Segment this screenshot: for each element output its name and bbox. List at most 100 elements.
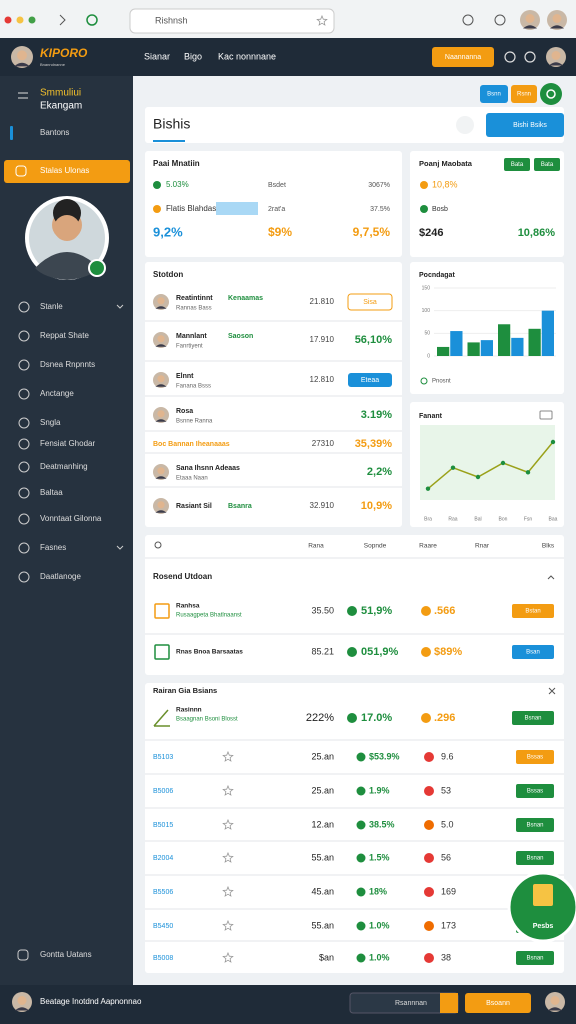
tool-button-text[interactable]: Bsnn [487, 92, 501, 98]
row-mid: Bsdet [268, 182, 286, 189]
row-id[interactable]: B5008 [153, 955, 173, 962]
row-id[interactable]: B2004 [153, 855, 173, 862]
sidebar-active[interactable] [4, 160, 130, 183]
row-amount: 173 [441, 920, 456, 930]
action-button[interactable] [516, 951, 554, 965]
menu-icon [18, 571, 30, 583]
footer-search-text[interactable]: Rsannnan [395, 1000, 427, 1007]
row-id[interactable]: B5450 [153, 923, 173, 930]
row-id[interactable]: B5103 [153, 754, 173, 761]
menu-item[interactable]: Anctange [40, 389, 74, 398]
nav-link[interactable]: Sianar [144, 51, 170, 61]
star-icon[interactable] [222, 851, 234, 863]
sidebar-link[interactable]: Bantons [40, 128, 69, 137]
action-button[interactable] [516, 784, 554, 798]
column-header[interactable]: Rnar [475, 543, 490, 550]
address-bar[interactable] [129, 8, 335, 34]
star-icon[interactable] [316, 14, 328, 26]
stock-sub: Fanrtiyent [176, 344, 203, 350]
header-button[interactable] [432, 47, 494, 67]
star-icon[interactable] [222, 784, 234, 796]
menu-item[interactable]: Fensiat Ghodar [40, 439, 95, 448]
star-icon[interactable] [222, 818, 234, 830]
bar [437, 346, 450, 356]
menu-item[interactable]: Sngla [40, 418, 61, 427]
footer-button-text[interactable]: Bsoann [486, 1000, 510, 1007]
fab [507, 871, 576, 943]
active-icon [15, 165, 27, 177]
fab-icon [533, 884, 553, 906]
column-header[interactable]: Sopnde [364, 543, 387, 550]
menu-icon [18, 542, 30, 554]
page-button-text[interactable]: Bishi Bsiks [513, 122, 547, 129]
tool-button[interactable] [511, 85, 537, 103]
action-text[interactable]: Bssas [527, 755, 543, 761]
row-pct: 38.5% [369, 819, 395, 829]
status-dot [424, 853, 434, 863]
action-text[interactable]: Bsnan [526, 856, 543, 862]
action-button[interactable] [516, 750, 554, 764]
action-text[interactable]: Bsnan [526, 823, 543, 829]
collapse-icon[interactable] [547, 575, 555, 580]
star-icon[interactable] [222, 951, 234, 963]
menu-item[interactable]: Fasnes [40, 543, 66, 552]
table-title: Rosend Utdoan [153, 572, 212, 581]
expand-icon [539, 410, 553, 420]
fab-text[interactable]: Pesbs [533, 923, 554, 930]
menu-item[interactable]: Baltaa [40, 488, 63, 497]
change-badge [348, 373, 392, 387]
tool-button-text[interactable]: Rsnn [517, 92, 531, 98]
change-text: Eteaa [361, 377, 379, 384]
tool-button[interactable] [480, 85, 508, 103]
card [145, 151, 402, 257]
action-text[interactable]: Bsnan [524, 716, 541, 722]
action-button[interactable] [516, 818, 554, 832]
menu-item[interactable]: Dsnea Rnpnnts [40, 360, 95, 369]
forward-icon[interactable] [59, 14, 66, 26]
row-id[interactable]: B5006 [153, 788, 173, 795]
close-icon[interactable] [548, 687, 556, 695]
stock-value: 17.910 [310, 335, 335, 344]
status-dot [153, 181, 161, 189]
sidebar-active-text[interactable]: Stalas Ulonas [40, 166, 89, 175]
menu-item[interactable]: Reppat Shate [40, 331, 89, 340]
action-button[interactable] [512, 645, 554, 659]
action-text[interactable]: Bssas [527, 789, 543, 795]
action-button[interactable] [516, 851, 554, 865]
nav-link[interactable]: Bigo [184, 51, 202, 61]
card-title: Pocndagat [419, 272, 455, 279]
menu-item[interactable]: Stanle [40, 302, 63, 311]
menu-item[interactable]: Vonntaat Gilonna [40, 514, 102, 523]
star-icon[interactable] [222, 750, 234, 762]
action-button[interactable] [512, 604, 554, 618]
line-point [525, 470, 531, 475]
row-value: 37.5% [370, 206, 390, 213]
star-icon[interactable] [222, 885, 234, 897]
action-button[interactable] [512, 711, 554, 725]
row-amount: 56 [441, 852, 451, 862]
menu-icon [18, 301, 30, 313]
row-id[interactable]: B5506 [153, 889, 173, 896]
badge [534, 158, 560, 171]
column-header[interactable]: Rana [308, 543, 324, 550]
action-text[interactable]: Bstan [525, 609, 540, 615]
star-icon[interactable] [222, 919, 234, 931]
table-title: Rairan Gia Bsians [153, 686, 217, 695]
sidebar-footer[interactable]: Gontta Uatans [40, 950, 92, 959]
header-button-text[interactable]: Naannanna [445, 54, 481, 61]
action-text[interactable]: Bsan [526, 650, 540, 656]
nav-link[interactable]: Kac nonnnane [218, 51, 276, 61]
status-dot [347, 647, 357, 657]
row-id[interactable]: B5015 [153, 822, 173, 829]
menu-item[interactable]: Deatmanhing [40, 462, 88, 471]
page-button[interactable] [486, 113, 564, 137]
stock-value: 32.910 [310, 501, 335, 510]
menu-item[interactable]: Daatlanoge [40, 572, 81, 581]
line-point [500, 460, 506, 466]
footer-button[interactable] [465, 993, 531, 1013]
column-header[interactable]: Blks [542, 543, 555, 550]
avatar-body [548, 1007, 562, 1011]
action-text[interactable]: Bsnan [526, 956, 543, 962]
column-header[interactable]: Raare [419, 543, 437, 550]
avatar-body [155, 419, 167, 422]
